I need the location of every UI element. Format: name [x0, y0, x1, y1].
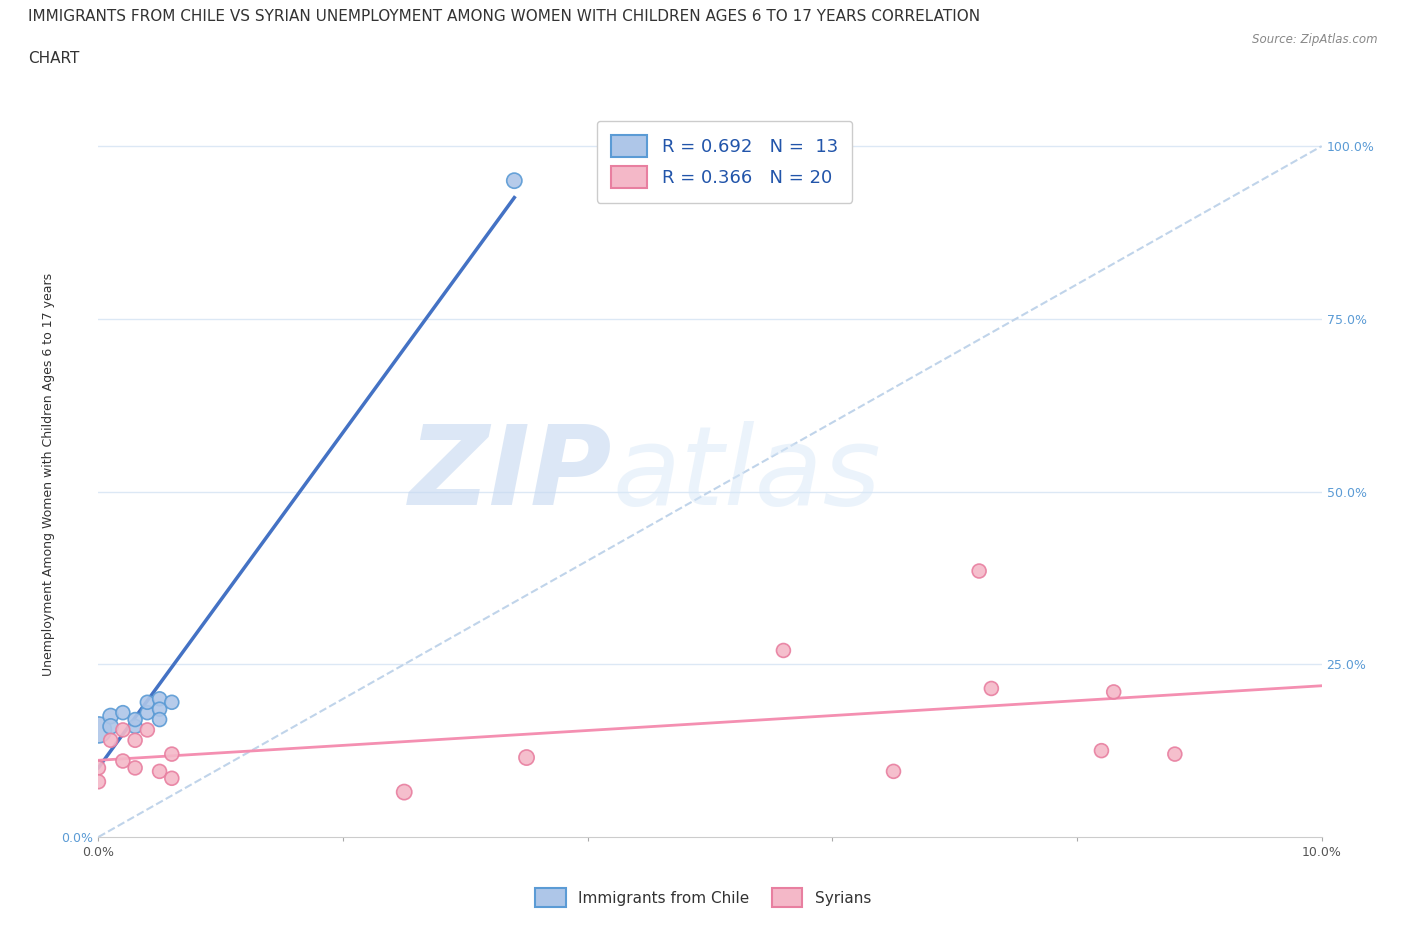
Point — [149, 691, 172, 706]
Point — [124, 733, 146, 748]
Text: IMMIGRANTS FROM CHILE VS SYRIAN UNEMPLOYMENT AMONG WOMEN WITH CHILDREN AGES 6 TO: IMMIGRANTS FROM CHILE VS SYRIAN UNEMPLOY… — [28, 9, 980, 24]
Point — [1102, 684, 1125, 699]
Text: ZIP: ZIP — [409, 420, 612, 528]
Point — [100, 719, 122, 734]
Text: atlas: atlas — [612, 420, 880, 528]
Point — [967, 564, 990, 578]
Point — [111, 705, 134, 720]
Text: Source: ZipAtlas.com: Source: ZipAtlas.com — [1253, 33, 1378, 46]
Point — [772, 643, 794, 658]
Point — [100, 733, 122, 748]
Point — [87, 723, 110, 737]
Y-axis label: Unemployment Among Women with Children Ages 6 to 17 years: Unemployment Among Women with Children A… — [42, 272, 55, 676]
Point — [136, 705, 159, 720]
Point — [124, 712, 146, 727]
Point — [392, 785, 416, 800]
Point — [111, 753, 134, 768]
Point — [516, 751, 538, 765]
Legend: Immigrants from Chile, Syrians: Immigrants from Chile, Syrians — [529, 883, 877, 913]
Point — [149, 712, 172, 727]
Point — [1090, 743, 1112, 758]
Point — [1164, 747, 1187, 762]
Point — [111, 723, 134, 737]
Point — [160, 695, 183, 710]
Text: CHART: CHART — [28, 51, 80, 66]
Legend: R = 0.692   N =  13, R = 0.366   N = 20: R = 0.692 N = 13, R = 0.366 N = 20 — [596, 121, 852, 203]
Point — [160, 771, 183, 786]
Point — [124, 719, 146, 734]
Point — [124, 761, 146, 776]
Point — [149, 764, 172, 778]
Point — [87, 775, 110, 790]
Point — [100, 709, 122, 724]
Point — [136, 695, 159, 710]
Point — [160, 747, 183, 762]
Point — [883, 764, 905, 778]
Point — [980, 681, 1002, 696]
Point — [503, 173, 526, 188]
Point — [87, 761, 110, 776]
Point — [136, 723, 159, 737]
Point — [149, 702, 172, 717]
